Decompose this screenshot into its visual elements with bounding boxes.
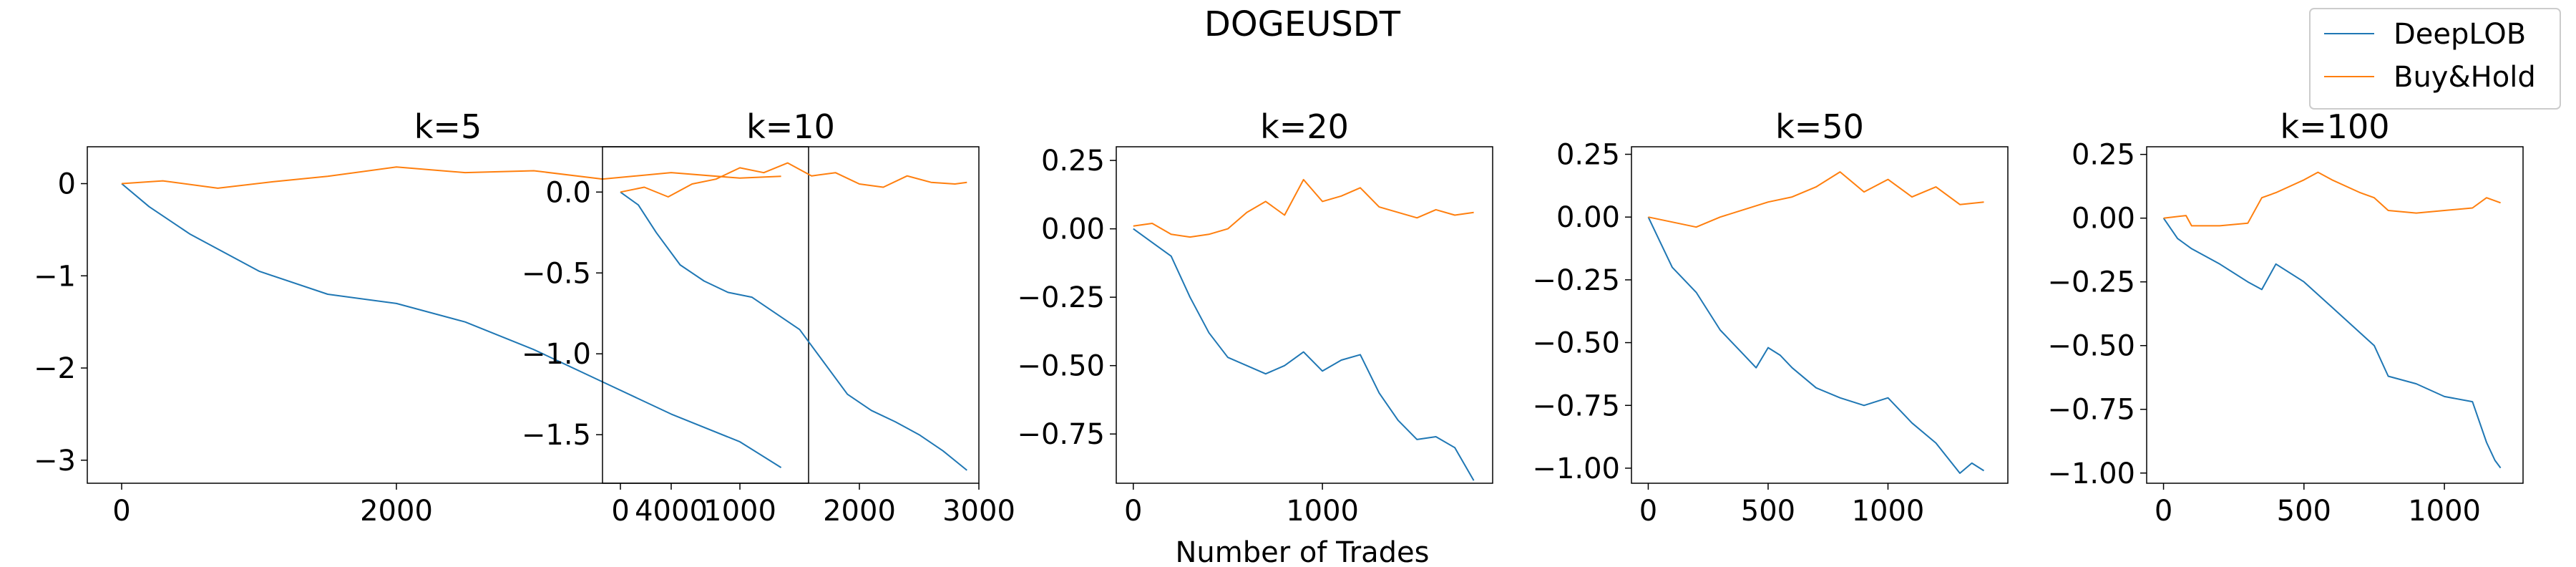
x-tick-label: 4000 bbox=[635, 495, 708, 528]
x-tick-label: 2000 bbox=[360, 495, 433, 528]
y-tick-label: −0.75 bbox=[1532, 389, 1620, 422]
y-tick-label: −0.25 bbox=[2047, 266, 2135, 299]
axes-frame bbox=[1116, 146, 1493, 484]
axes-frame bbox=[87, 146, 809, 484]
y-tick-label: −1.0 bbox=[522, 338, 591, 371]
series-line-deeplob bbox=[620, 191, 967, 471]
series-line-deeplob bbox=[2162, 218, 2502, 469]
series-line-buyhold bbox=[1648, 171, 1984, 228]
y-tick-label: 0.25 bbox=[1556, 139, 1620, 172]
subplot-4: k=50 0 500 1000 0.25 0.00 −0.25 −0.50 −0.75 −1.00 bbox=[1532, 107, 2009, 528]
y-tick-label: −1.00 bbox=[1532, 452, 1620, 485]
series-line-deeplob bbox=[1647, 216, 1985, 474]
subplot-title: k=50 bbox=[1775, 107, 1864, 146]
axes-frame bbox=[602, 146, 980, 484]
legend-label-buyhold: Buy&Hold bbox=[2394, 61, 2536, 94]
series-line-deeplob bbox=[1133, 228, 1475, 481]
x-tick-label: 3000 bbox=[942, 495, 1015, 528]
series-line-buyhold bbox=[2163, 171, 2501, 227]
subplot-title: k=5 bbox=[414, 107, 482, 146]
subplot-3: k=20 0 1000 0.25 0.00 −0.25 −0.50 −0.75 bbox=[1017, 107, 1493, 528]
series-line-buyhold bbox=[620, 162, 967, 198]
x-tick-label: 1000 bbox=[1852, 495, 1925, 528]
legend: DeepLOB Buy&Hold bbox=[2309, 8, 2561, 110]
y-tick-label: −0.50 bbox=[2047, 330, 2135, 363]
y-tick-label: −0.25 bbox=[1532, 264, 1620, 297]
axes-frame bbox=[1631, 146, 2009, 484]
subplot-5: k=100 0 500 1000 0.25 0.00 −0.25 −0.50 −0.75 −1.0… bbox=[2047, 107, 2524, 528]
x-tick-label: 0 bbox=[1124, 495, 1142, 528]
legend-label-deeplob: DeepLOB bbox=[2394, 18, 2526, 51]
x-axis-label: Number of Trades bbox=[1175, 536, 1429, 567]
y-tick-label: 0.00 bbox=[2072, 203, 2135, 236]
x-tick-label: 1000 bbox=[703, 495, 776, 528]
y-tick-label: −1.00 bbox=[2047, 457, 2135, 490]
x-tick-label: 2000 bbox=[823, 495, 896, 528]
subplot-title: k=20 bbox=[1260, 107, 1349, 146]
x-tick-label: 0 bbox=[611, 495, 629, 528]
subplot-title: k=100 bbox=[2280, 107, 2390, 146]
x-tick-label: 0 bbox=[2155, 495, 2172, 528]
axes-frame bbox=[2146, 146, 2524, 484]
figure-title: DOGEUSDT bbox=[1204, 4, 1401, 44]
series-line-buyhold bbox=[121, 166, 781, 189]
y-tick-label: 0.00 bbox=[1556, 201, 1620, 234]
y-tick-label: −0.50 bbox=[1017, 350, 1105, 383]
y-tick-label: 0.0 bbox=[545, 176, 591, 209]
x-tick-label: 500 bbox=[2277, 495, 2331, 528]
x-tick-label: 1000 bbox=[2408, 495, 2481, 528]
y-tick-label: −0.75 bbox=[2047, 394, 2135, 427]
subplot-title: k=10 bbox=[746, 107, 835, 146]
y-tick-label: −0.5 bbox=[522, 257, 591, 290]
x-tick-label: 500 bbox=[1741, 495, 1795, 528]
y-tick-label: 0.25 bbox=[2072, 139, 2135, 172]
y-tick-label: 0.00 bbox=[1041, 213, 1105, 246]
y-tick-label: −0.25 bbox=[1017, 281, 1105, 314]
y-tick-label: 0.25 bbox=[1041, 145, 1105, 178]
y-tick-label: −3 bbox=[34, 445, 76, 478]
y-tick-label: −0.75 bbox=[1017, 418, 1105, 451]
y-tick-label: −1.5 bbox=[522, 419, 591, 452]
y-tick-label: 0 bbox=[58, 168, 76, 201]
subplot-2: k=10 0 1000 2000 3000 0.0 −0.5 −1.0 −1.5 bbox=[522, 107, 1015, 528]
x-tick-label: 0 bbox=[112, 495, 130, 528]
y-tick-label: −1 bbox=[34, 260, 76, 293]
x-tick-label: 1000 bbox=[1286, 495, 1359, 528]
x-tick-label: 0 bbox=[1639, 495, 1657, 528]
series-line-deeplob bbox=[121, 183, 782, 468]
y-tick-label: −0.50 bbox=[1532, 327, 1620, 360]
series-line-buyhold bbox=[1133, 178, 1474, 238]
y-tick-label: −2 bbox=[34, 352, 76, 385]
